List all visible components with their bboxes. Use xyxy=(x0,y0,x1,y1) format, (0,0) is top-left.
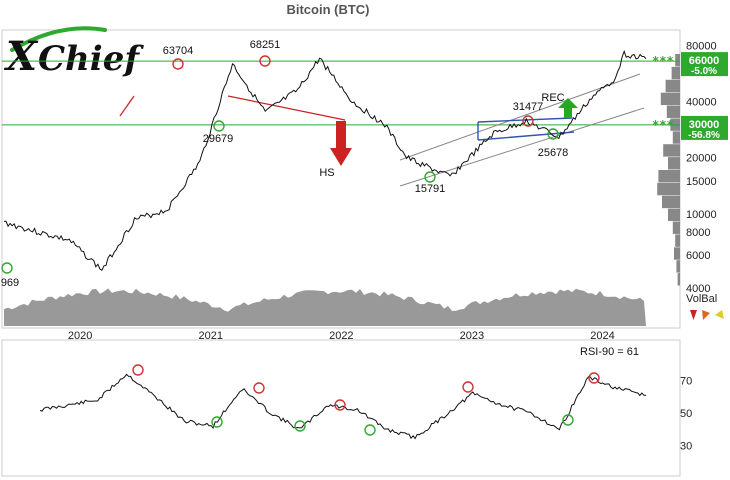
volume-profile-bar xyxy=(674,247,680,260)
x-tick-label: 2023 xyxy=(460,330,484,342)
channel-upper-line xyxy=(399,73,641,161)
volume-profile-bar xyxy=(675,54,680,67)
pivot-circle xyxy=(172,58,184,70)
rsi-pivot-circle xyxy=(253,382,265,394)
logo-chief: Chief xyxy=(38,39,144,79)
rsi-pivot-circle xyxy=(562,414,574,426)
volume-profile-bar xyxy=(668,208,680,222)
level-tag-box xyxy=(681,52,728,77)
hs-arrow-down-icon xyxy=(330,121,352,166)
y-tick-label: 40000 xyxy=(686,97,717,109)
pivot-circle xyxy=(424,171,436,183)
x-tick-label: 2022 xyxy=(329,330,353,342)
rsi-pivot-circle xyxy=(588,372,600,384)
rsi-pivot-circle xyxy=(211,416,223,428)
y-tick-label: 15000 xyxy=(686,176,717,188)
rec-arrow-up-icon xyxy=(558,98,578,118)
level-marker: *** xyxy=(652,54,674,68)
level-tag-pct: -5.0% xyxy=(691,66,717,77)
y-tick-label: 10000 xyxy=(686,209,717,221)
pivot-circle xyxy=(259,55,271,67)
pivot-label: 25678 xyxy=(538,147,569,159)
pivot-circle xyxy=(522,115,534,127)
rsi-line xyxy=(39,373,647,440)
pivot-circle xyxy=(547,128,559,140)
pivot-label: 63704 xyxy=(163,45,194,57)
volume-profile-bar xyxy=(676,260,680,273)
rect-top-line xyxy=(477,117,573,123)
price-line xyxy=(3,49,647,272)
pivot-label: 969 xyxy=(1,277,19,289)
level-marker: *** xyxy=(652,118,674,132)
volume-arrow-up-icon xyxy=(715,310,724,319)
rsi-pivot-circle xyxy=(294,420,306,432)
volume-profile-bar xyxy=(677,273,680,286)
volume-profile-bar xyxy=(662,195,680,209)
rsi-y-tick-label: 30 xyxy=(680,441,692,453)
volume-profile-bar xyxy=(665,79,680,93)
logo-x: X xyxy=(3,33,39,80)
volume-arrow-down-icon xyxy=(690,310,697,320)
x-tick-label: 2020 xyxy=(68,330,92,342)
volume-profile-bar xyxy=(666,105,680,118)
rsi-panel xyxy=(1,339,681,477)
level-tag-value: 66000 xyxy=(689,55,720,67)
volume-profile-bar xyxy=(663,144,680,157)
rsi-y-tick-label: 70 xyxy=(680,376,692,388)
red-rally-segment xyxy=(119,95,135,117)
rsi-legend: RSI-90 = 61 xyxy=(580,346,639,358)
rsi-y-tick-label: 50 xyxy=(680,408,692,420)
rsi-pivot-circle xyxy=(334,399,346,411)
pivot-circle xyxy=(1,262,13,274)
volume-profile-bar xyxy=(658,170,680,183)
y-tick-label: 4000 xyxy=(686,283,710,295)
x-tick-label: 2021 xyxy=(199,330,223,342)
pivot-label: 31477 xyxy=(513,101,544,113)
y-tick-label: 20000 xyxy=(686,153,717,165)
volume-profile-bar xyxy=(672,131,680,144)
volume-profile-bar xyxy=(675,234,680,247)
volume-label: VolBal xyxy=(686,293,717,305)
hs-label: HS xyxy=(319,167,334,179)
rsi-pivot-circle xyxy=(364,424,376,436)
chart-title: Bitcoin (BTC) xyxy=(286,2,369,17)
level-tag-pct: -56.8% xyxy=(688,130,720,141)
y-tick-label: 8000 xyxy=(686,227,710,239)
pivot-circle xyxy=(213,120,225,132)
x-tick-label: 2024 xyxy=(590,330,614,342)
rsi-pivot-circle xyxy=(132,364,144,376)
volume-profile-bar xyxy=(672,221,680,234)
hs-neckline xyxy=(227,95,346,121)
pivot-label: 68251 xyxy=(250,39,281,51)
level-tag-value: 30000 xyxy=(689,119,720,131)
pivot-label: 15791 xyxy=(415,183,446,195)
volume-profile-bar xyxy=(668,157,680,170)
y-tick-label: 6000 xyxy=(686,250,710,262)
volume-profile-bar xyxy=(660,92,680,106)
rsi-pivot-circle xyxy=(462,381,474,393)
volume-profile-bar xyxy=(671,66,680,80)
level-tag-box xyxy=(681,115,728,140)
volume-profile-bar xyxy=(657,182,680,196)
pivot-label: 29679 xyxy=(203,133,234,145)
price-panel xyxy=(1,29,681,329)
channel-lower-line xyxy=(399,107,645,187)
rec-label: REC xyxy=(541,92,564,104)
volume-arrow-diag-icon xyxy=(702,310,710,320)
xchief-logo: X Chief xyxy=(3,26,144,80)
y-tick-label: 80000 xyxy=(686,41,717,53)
volume-area xyxy=(4,288,646,326)
